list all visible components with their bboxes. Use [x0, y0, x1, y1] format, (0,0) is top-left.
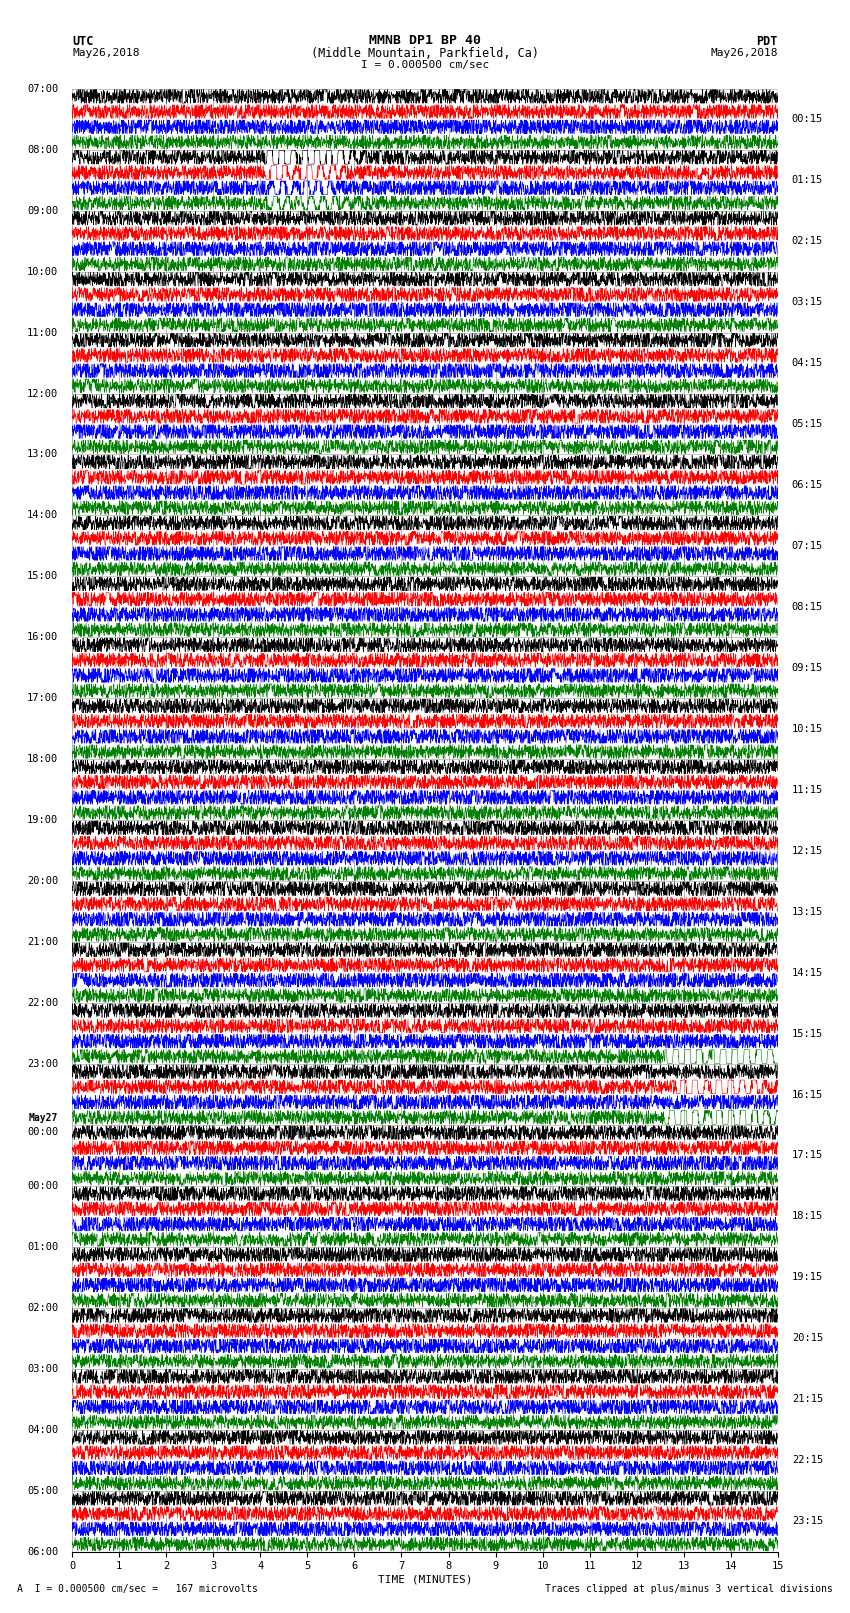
- Text: 19:15: 19:15: [792, 1273, 823, 1282]
- Text: 12:15: 12:15: [792, 845, 823, 855]
- Text: 11:00: 11:00: [27, 327, 58, 337]
- Text: 10:00: 10:00: [27, 266, 58, 276]
- Text: 22:15: 22:15: [792, 1455, 823, 1465]
- Text: 06:15: 06:15: [792, 481, 823, 490]
- Text: 05:15: 05:15: [792, 419, 823, 429]
- Text: 07:15: 07:15: [792, 540, 823, 552]
- Text: MMNB DP1 BP 40: MMNB DP1 BP 40: [369, 34, 481, 47]
- X-axis label: TIME (MINUTES): TIME (MINUTES): [377, 1574, 473, 1584]
- Text: 00:00: 00:00: [27, 1126, 58, 1137]
- Text: 10:15: 10:15: [792, 724, 823, 734]
- Text: 15:00: 15:00: [27, 571, 58, 581]
- Text: 17:15: 17:15: [792, 1150, 823, 1160]
- Text: 14:00: 14:00: [27, 510, 58, 521]
- Text: 19:00: 19:00: [27, 815, 58, 826]
- Text: PDT: PDT: [756, 35, 778, 48]
- Text: 17:00: 17:00: [27, 694, 58, 703]
- Text: 08:15: 08:15: [792, 602, 823, 611]
- Text: 23:00: 23:00: [27, 1060, 58, 1069]
- Text: 02:00: 02:00: [27, 1303, 58, 1313]
- Text: 15:15: 15:15: [792, 1029, 823, 1039]
- Text: 07:00: 07:00: [27, 84, 58, 94]
- Text: 01:00: 01:00: [27, 1242, 58, 1252]
- Text: 13:00: 13:00: [27, 450, 58, 460]
- Text: UTC: UTC: [72, 35, 94, 48]
- Text: 01:15: 01:15: [792, 176, 823, 185]
- Text: 04:15: 04:15: [792, 358, 823, 368]
- Text: May26,2018: May26,2018: [711, 48, 778, 58]
- Text: 14:15: 14:15: [792, 968, 823, 977]
- Text: 09:15: 09:15: [792, 663, 823, 673]
- Text: 04:00: 04:00: [27, 1424, 58, 1436]
- Text: May27: May27: [29, 1113, 58, 1124]
- Text: 20:00: 20:00: [27, 876, 58, 886]
- Text: 12:00: 12:00: [27, 389, 58, 398]
- Text: 03:00: 03:00: [27, 1365, 58, 1374]
- Text: I = 0.000500 cm/sec: I = 0.000500 cm/sec: [361, 60, 489, 69]
- Text: 21:15: 21:15: [792, 1394, 823, 1405]
- Text: A  I = 0.000500 cm/sec =   167 microvolts: A I = 0.000500 cm/sec = 167 microvolts: [17, 1584, 258, 1594]
- Text: May26,2018: May26,2018: [72, 48, 139, 58]
- Text: 08:00: 08:00: [27, 145, 58, 155]
- Text: 16:00: 16:00: [27, 632, 58, 642]
- Text: 20:15: 20:15: [792, 1334, 823, 1344]
- Text: 06:00: 06:00: [27, 1547, 58, 1557]
- Text: 09:00: 09:00: [27, 205, 58, 216]
- Text: Traces clipped at plus/minus 3 vertical divisions: Traces clipped at plus/minus 3 vertical …: [545, 1584, 833, 1594]
- Text: 00:00: 00:00: [27, 1181, 58, 1190]
- Text: 16:15: 16:15: [792, 1089, 823, 1100]
- Text: (Middle Mountain, Parkfield, Ca): (Middle Mountain, Parkfield, Ca): [311, 47, 539, 60]
- Text: 02:15: 02:15: [792, 235, 823, 247]
- Text: 18:00: 18:00: [27, 755, 58, 765]
- Text: 11:15: 11:15: [792, 786, 823, 795]
- Text: 21:00: 21:00: [27, 937, 58, 947]
- Text: 23:15: 23:15: [792, 1516, 823, 1526]
- Text: 18:15: 18:15: [792, 1211, 823, 1221]
- Text: 22:00: 22:00: [27, 998, 58, 1008]
- Text: 03:15: 03:15: [792, 297, 823, 306]
- Text: 13:15: 13:15: [792, 907, 823, 916]
- Text: 05:00: 05:00: [27, 1486, 58, 1495]
- Text: 00:15: 00:15: [792, 115, 823, 124]
